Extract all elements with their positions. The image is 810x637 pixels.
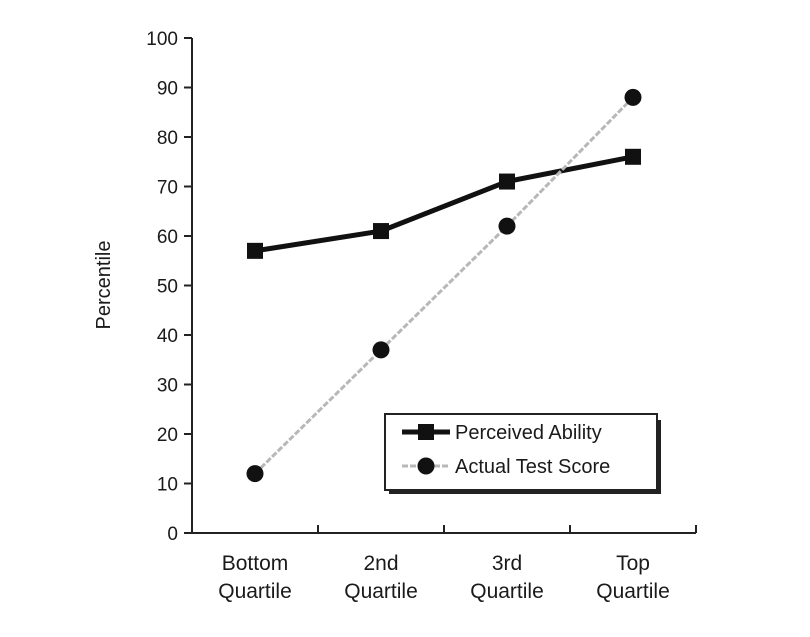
legend: Perceived Ability Actual Test Score: [384, 413, 661, 494]
y-tick-label: 10: [157, 475, 178, 496]
x-axis-ticks: Bottom Quartile 2nd Quartile 3rd Quartile Top Q…: [218, 525, 697, 603]
y-tick-label: 0: [167, 524, 178, 545]
y-tick-label: 30: [157, 376, 178, 397]
series-perceived-ability: [247, 148, 641, 259]
data-point-square: [499, 173, 515, 190]
y-tick-label: 80: [157, 128, 178, 149]
y-axis-ticks: 0 10 20 30 40 50 60 70 80 90 100: [146, 29, 192, 545]
y-tick-label: 90: [157, 79, 178, 100]
y-tick-label: 50: [157, 277, 178, 298]
x-category-label: 3rd: [492, 552, 522, 575]
legend-label: Actual Test Score: [455, 456, 610, 478]
legend-items: Perceived Ability Actual Test Score: [402, 422, 610, 478]
legend-marker-square: [418, 424, 434, 440]
data-point-square: [373, 223, 389, 240]
x-category-label: Quartile: [344, 580, 418, 603]
x-category-label: Quartile: [596, 580, 670, 603]
data-point-circle: [372, 341, 390, 359]
series-actual-test-score: [246, 88, 642, 483]
x-category-label: Top: [616, 552, 650, 575]
data-point-square: [625, 148, 641, 165]
data-point-square: [247, 242, 263, 259]
data-point-circle: [246, 465, 264, 483]
x-category-label: Bottom: [222, 552, 289, 575]
data-point-circle: [498, 217, 516, 235]
series-layer: [246, 88, 642, 483]
x-category-label: 2nd: [363, 552, 398, 575]
series-line: [253, 96, 635, 475]
data-point-circle: [624, 88, 642, 106]
x-category-label: Quartile: [470, 580, 544, 603]
y-tick-label: 40: [157, 326, 178, 347]
y-tick-label: 70: [157, 178, 178, 199]
legend-marker-circle: [417, 457, 435, 475]
series-line: [254, 154, 634, 254]
y-tick-label: 20: [157, 425, 178, 446]
legend-label: Perceived Ability: [455, 422, 602, 444]
y-tick-label: 60: [157, 227, 178, 248]
y-axis-title: Percentile: [93, 241, 115, 330]
x-category-label: Quartile: [218, 580, 292, 603]
y-tick-label: 100: [146, 29, 178, 50]
